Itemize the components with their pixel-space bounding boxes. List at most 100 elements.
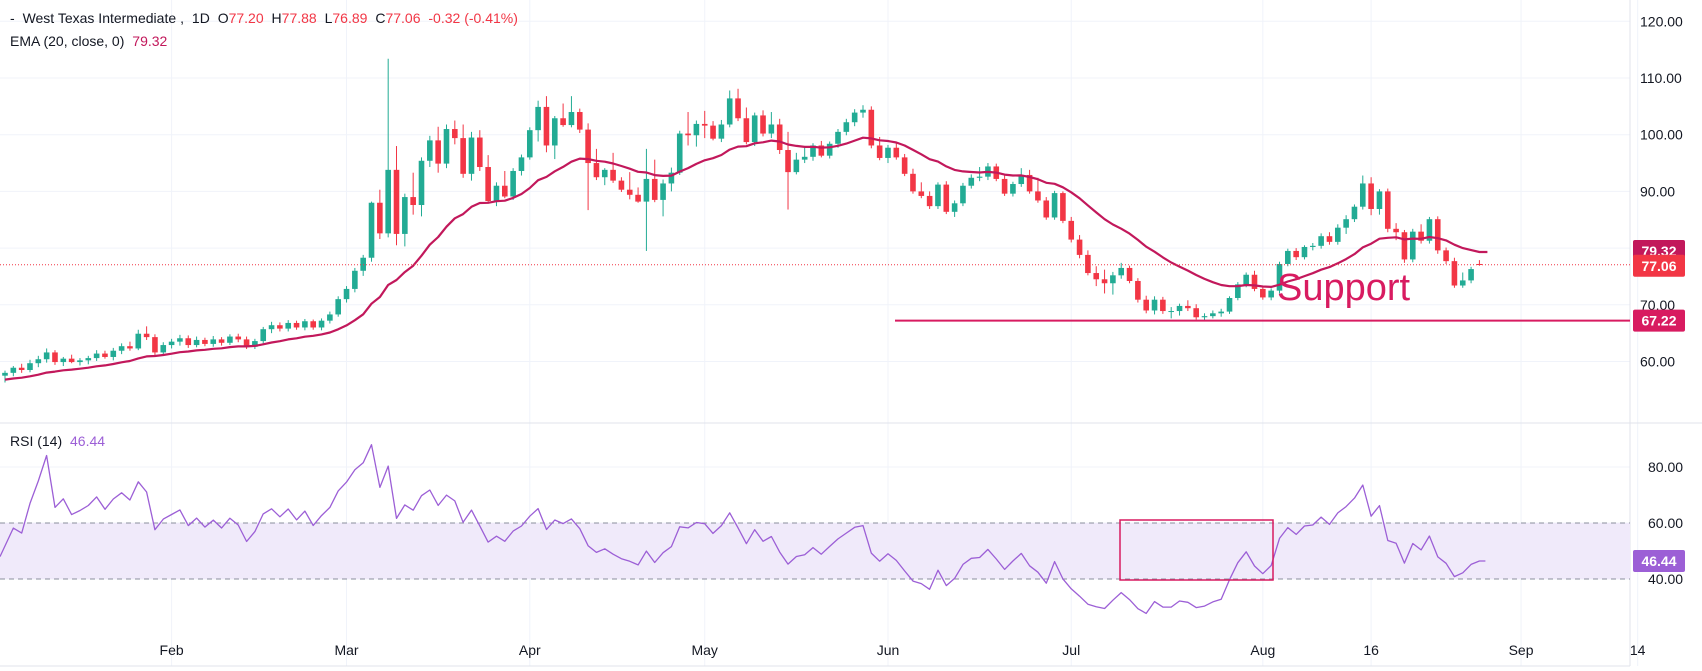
candle-body (218, 339, 225, 343)
candle (360, 254, 366, 276)
candle (35, 355, 42, 368)
candle-body (1443, 250, 1449, 262)
price-tick-label: 60.00 (1640, 354, 1675, 370)
candle-body (643, 178, 650, 202)
candle-body (535, 106, 541, 131)
candle-body (560, 118, 566, 126)
candle-body (435, 140, 441, 164)
candle-body (1418, 231, 1424, 241)
candle-body (1151, 299, 1158, 311)
candle-body (18, 367, 25, 371)
candle-body (1210, 313, 1216, 317)
candle-body (1068, 220, 1075, 240)
candle-body (1343, 219, 1349, 228)
candle (418, 157, 425, 217)
candle (177, 334, 183, 346)
candle-body (710, 125, 716, 139)
candle-body (68, 358, 75, 363)
candle (1135, 278, 1141, 303)
candle-body (1376, 191, 1383, 209)
candle-body (1026, 174, 1033, 192)
candle-body (801, 156, 808, 160)
candle (1426, 216, 1433, 244)
legend-close: 77.06 (385, 10, 421, 26)
candle (801, 147, 808, 164)
candle-body (1251, 274, 1258, 289)
candle (1409, 228, 1416, 263)
candle (1368, 177, 1374, 216)
candle-body (910, 173, 916, 192)
candle (1101, 269, 1108, 294)
candle-body (743, 118, 750, 143)
candle-body (152, 337, 158, 353)
candle (826, 141, 833, 159)
legend-low: 76.89 (332, 10, 368, 26)
candle (60, 356, 67, 367)
candle (385, 58, 391, 238)
candle-body (843, 122, 850, 132)
candle-body (410, 197, 416, 206)
candle-body (726, 98, 733, 125)
candle (1226, 296, 1233, 314)
candle-body (1110, 275, 1116, 284)
candle (268, 321, 275, 334)
candle (218, 337, 225, 346)
candle-body (368, 202, 375, 258)
candle-body (760, 115, 766, 134)
candle (685, 112, 691, 146)
candle-body (285, 322, 292, 329)
candle-body (1126, 267, 1133, 281)
candle (352, 267, 358, 293)
candle (1468, 266, 1474, 284)
candle (743, 107, 750, 145)
x-tick-label: Sep (1509, 642, 1534, 658)
candle-body (518, 157, 525, 171)
candle-body (427, 140, 433, 161)
candle-body (526, 130, 533, 158)
candle (1451, 257, 1458, 288)
candle-body (626, 189, 633, 195)
candle-body (235, 336, 242, 340)
candle-body (1218, 311, 1224, 314)
candle-body (402, 197, 408, 234)
candle (343, 286, 350, 303)
candle-body (443, 129, 450, 164)
candle-body (127, 346, 133, 349)
candle-body (793, 159, 800, 173)
candle-body (926, 195, 933, 207)
candle (235, 333, 242, 343)
candle (1384, 188, 1391, 233)
candle (18, 363, 25, 373)
candle-body (1093, 273, 1100, 280)
candle-body (735, 98, 741, 119)
x-tick-label: Feb (160, 642, 184, 658)
candle-body (610, 169, 616, 181)
candle (1085, 250, 1091, 276)
candle (118, 343, 125, 355)
candle (718, 119, 725, 143)
candle-body (302, 321, 308, 328)
candle (1043, 197, 1050, 220)
rsi-tick-label: 80.00 (1648, 459, 1683, 475)
candle (560, 103, 566, 127)
last-price-tag-text: 77.06 (1641, 258, 1676, 274)
candle (518, 154, 525, 176)
candle-body (360, 257, 366, 271)
candle (160, 342, 167, 355)
candle (1418, 224, 1424, 244)
candle (1310, 242, 1316, 251)
rsi-band-fill (0, 523, 1630, 579)
candle (393, 146, 400, 246)
candle-body (260, 329, 267, 342)
candle-body (601, 169, 608, 178)
candle-body (1118, 267, 1125, 276)
candle (460, 124, 466, 178)
x-tick-label: 14 (1630, 642, 1646, 658)
candle (310, 319, 317, 330)
candle-body (1401, 232, 1408, 260)
candle (468, 131, 475, 181)
candle-body (885, 147, 891, 158)
x-tick-label: 16 (1363, 642, 1379, 658)
candle (910, 168, 916, 194)
candle (93, 350, 100, 361)
